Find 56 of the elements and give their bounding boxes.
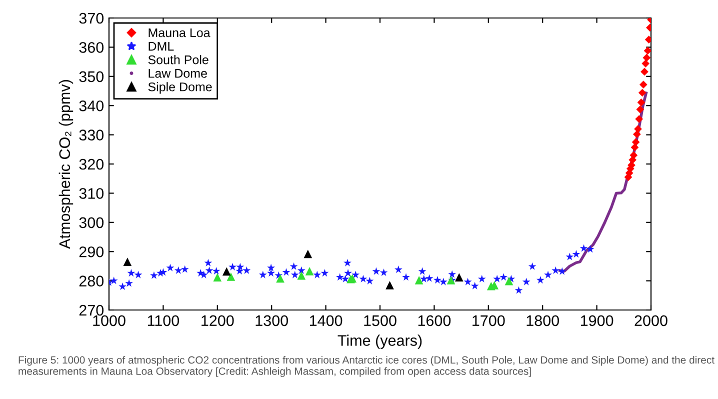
y-tick-label: 360 bbox=[79, 42, 104, 53]
point bbox=[642, 60, 650, 68]
point bbox=[644, 46, 651, 55]
legend-label: Law Dome bbox=[148, 69, 207, 78]
y-tick-label: 270 bbox=[79, 304, 104, 316]
legend-label: Mauna Loa bbox=[148, 28, 210, 38]
y-tick-label: 350 bbox=[79, 71, 104, 82]
point bbox=[634, 125, 642, 133]
y-tick-label: 370 bbox=[79, 12, 104, 24]
x-tick-label: 2000 bbox=[634, 315, 668, 326]
point bbox=[632, 130, 641, 138]
point bbox=[630, 143, 639, 152]
x-tick-label: 1400 bbox=[310, 315, 342, 326]
point bbox=[635, 115, 644, 123]
point bbox=[297, 271, 306, 280]
point bbox=[213, 273, 222, 282]
point bbox=[630, 151, 638, 160]
legend-label: South Pole bbox=[148, 55, 208, 64]
x-tick-label: 1300 bbox=[256, 315, 288, 326]
x-tick-label: 1900 bbox=[580, 315, 614, 326]
point bbox=[637, 98, 646, 106]
y-tick-label: 340 bbox=[79, 100, 104, 112]
point bbox=[304, 250, 312, 258]
point bbox=[454, 273, 464, 282]
x-tick-label: 1200 bbox=[202, 315, 234, 326]
x-axis-title: Time (years) bbox=[338, 334, 422, 349]
point bbox=[640, 68, 648, 76]
y-tick-label: 300 bbox=[79, 217, 104, 228]
point bbox=[632, 138, 640, 146]
legend-label: Siple Dome bbox=[148, 82, 212, 94]
x-tick-label: 1000 bbox=[93, 315, 126, 326]
x-tick-label: 1700 bbox=[472, 315, 505, 326]
point bbox=[639, 80, 648, 89]
point bbox=[636, 105, 644, 114]
y-axis-title: Atmospheric CO₂ (ppmv) bbox=[58, 80, 74, 249]
point bbox=[123, 258, 132, 266]
y-tick-label: 330 bbox=[79, 130, 104, 140]
x-tick-label: 1500 bbox=[364, 315, 396, 326]
point bbox=[414, 276, 424, 284]
point bbox=[226, 272, 236, 281]
legend-label: DML bbox=[148, 42, 174, 51]
x-tick-label: 1800 bbox=[526, 315, 559, 326]
y-tick-label: 290 bbox=[79, 246, 104, 258]
point bbox=[276, 274, 284, 283]
point bbox=[638, 88, 646, 97]
y-tick-label: 310 bbox=[79, 188, 104, 199]
point bbox=[305, 266, 314, 276]
x-tick-label: 1100 bbox=[148, 315, 180, 326]
point bbox=[642, 54, 651, 62]
caption: Figure 5: 1000 years of atmospheric CO2 concentrations from various Antarctic ice cores (DML, South Pole, Law Dome and Siple Dome) and the direct measurements in Mauna Loa Observatory [Credit: Ashleigh Massam, compiled from open access data sources] bbox=[18, 356, 714, 377]
point bbox=[386, 281, 394, 290]
x-tick-label: 1600 bbox=[418, 315, 451, 326]
point bbox=[222, 267, 231, 276]
point bbox=[504, 276, 514, 286]
y-tick-label: 320 bbox=[79, 158, 104, 170]
y-tick-label: 280 bbox=[79, 276, 104, 286]
